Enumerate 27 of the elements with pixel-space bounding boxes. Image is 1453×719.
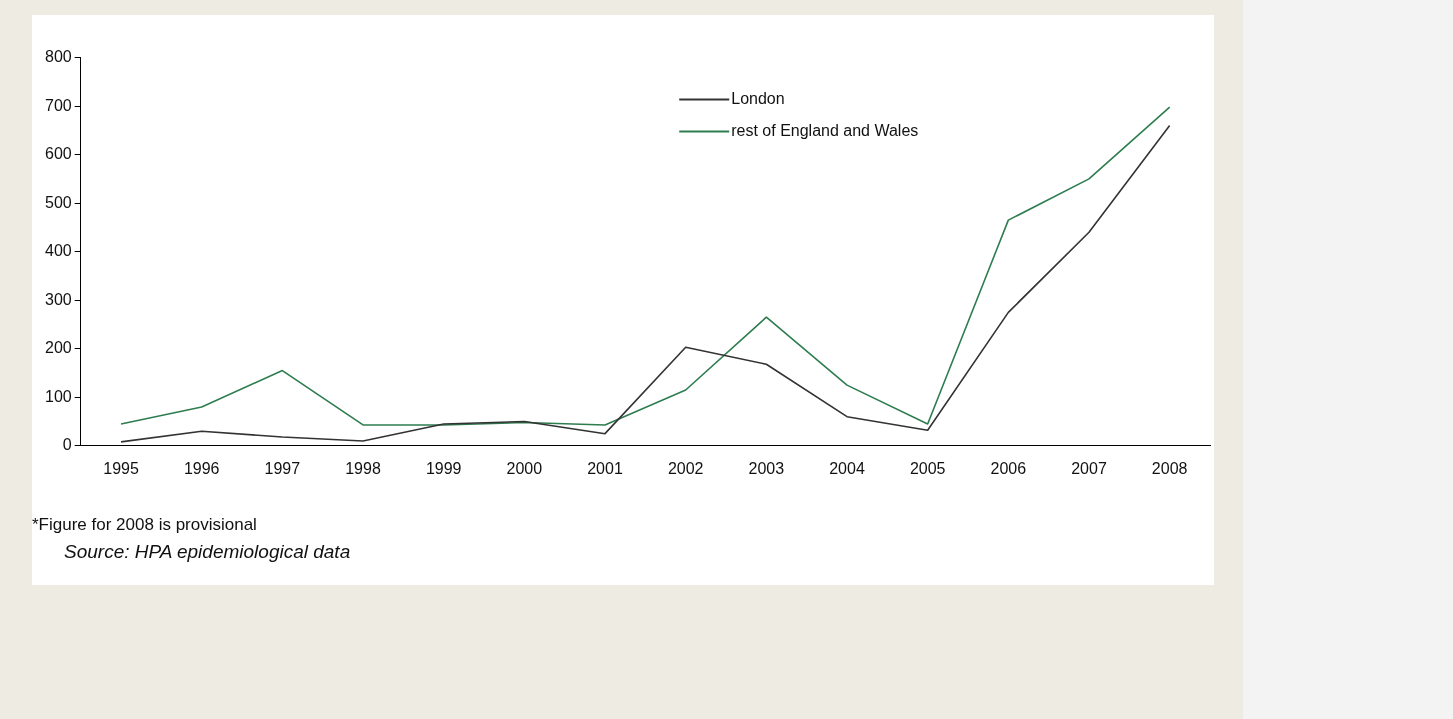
x-tick-label: 2004 xyxy=(829,459,865,477)
x-tick-label: 1998 xyxy=(345,459,381,477)
x-tick-label: 1996 xyxy=(183,459,220,477)
y-tick-label: 100 xyxy=(44,387,72,405)
x-tick-label: 2007 xyxy=(1071,459,1107,477)
x-tick-label: 2001 xyxy=(587,459,623,477)
x-tick-label: 2000 xyxy=(506,459,543,477)
y-tick-label: 800 xyxy=(44,48,72,66)
text: *Figure for 2008 is provisional xyxy=(32,515,258,535)
legend-label: London xyxy=(731,90,785,108)
y-tick-label: 500 xyxy=(44,193,72,211)
x-tick-label: 1997 xyxy=(264,459,301,477)
x-tick-label: 2008 xyxy=(1151,459,1188,477)
y-tick-label: 400 xyxy=(44,242,72,260)
x-tick-label: 1995 xyxy=(103,459,139,477)
y-tick-label: 200 xyxy=(44,339,72,357)
x-tick-label: 2006 xyxy=(990,459,1027,477)
y-tick-label: 700 xyxy=(44,96,72,114)
y-tick-label: 300 xyxy=(44,290,72,308)
x-tick-label: 2002 xyxy=(667,459,704,477)
x-tick-label: 2003 xyxy=(748,459,785,477)
legend-label: rest of England and Wales xyxy=(731,122,919,140)
source-note: Source: HPA epidemiological data xyxy=(63,541,351,563)
y-tick-label: 600 xyxy=(44,145,72,163)
x-tick-label: 1999 xyxy=(425,459,462,477)
x-tick-label: 2005 xyxy=(909,459,946,477)
y-tick-label: 0 xyxy=(62,436,72,454)
